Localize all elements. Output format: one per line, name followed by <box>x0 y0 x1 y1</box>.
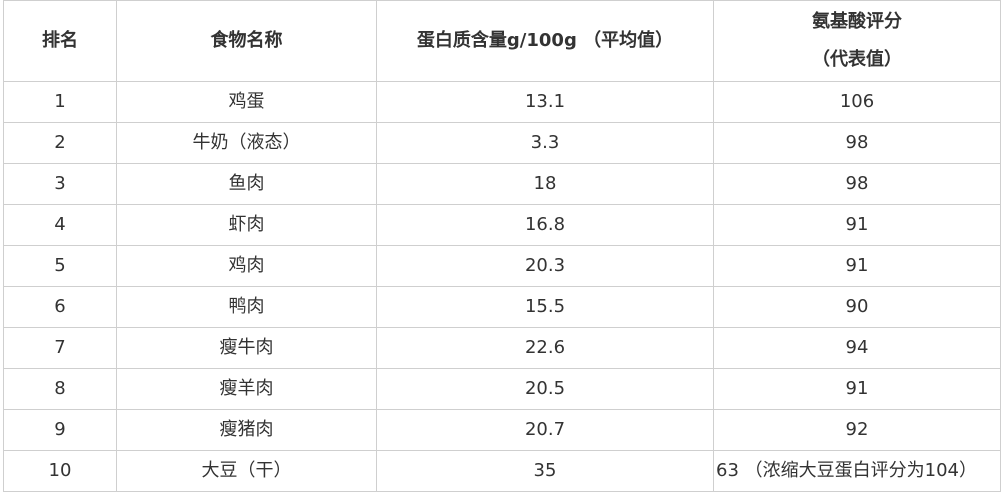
cell-rank: 6 <box>3 286 117 328</box>
table-row: 10 大豆（干） 35 63 （浓缩大豆蛋白评分为104） <box>3 450 1001 492</box>
cell-rank: 8 <box>3 368 117 410</box>
cell-protein: 16.8 <box>376 204 714 246</box>
header-protein-content: 蛋白质含量g/100g （平均值） <box>376 0 714 82</box>
header-rank: 排名 <box>3 0 117 82</box>
table-row: 2 牛奶（液态） 3.3 98 <box>3 122 1001 164</box>
protein-ranking-table: 排名 食物名称 蛋白质含量g/100g （平均值） 氨基酸评分 （代表值） 1 … <box>3 0 1001 492</box>
cell-score: 106 <box>713 81 1001 123</box>
cell-food: 瘦牛肉 <box>116 327 377 369</box>
cell-rank: 2 <box>3 122 117 164</box>
cell-food: 鸭肉 <box>116 286 377 328</box>
header-amino-acid-score: 氨基酸评分 （代表值） <box>713 0 1001 82</box>
cell-food: 牛奶（液态） <box>116 122 377 164</box>
cell-food: 瘦羊肉 <box>116 368 377 410</box>
table-header-row: 排名 食物名称 蛋白质含量g/100g （平均值） 氨基酸评分 （代表值） <box>3 0 1001 82</box>
cell-food: 鸡蛋 <box>116 81 377 123</box>
cell-food: 鸡肉 <box>116 245 377 287</box>
cell-rank: 3 <box>3 163 117 205</box>
cell-rank: 1 <box>3 81 117 123</box>
table-row: 5 鸡肉 20.3 91 <box>3 245 1001 287</box>
table-row: 4 虾肉 16.8 91 <box>3 204 1001 246</box>
cell-protein: 22.6 <box>376 327 714 369</box>
table-row: 3 鱼肉 18 98 <box>3 163 1001 205</box>
header-score-line1: 氨基酸评分 <box>812 11 902 32</box>
cell-rank: 9 <box>3 409 117 451</box>
table-row: 1 鸡蛋 13.1 106 <box>3 81 1001 123</box>
cell-rank: 7 <box>3 327 117 369</box>
cell-rank: 10 <box>3 450 117 492</box>
cell-score: 98 <box>713 163 1001 205</box>
cell-protein: 18 <box>376 163 714 205</box>
cell-rank: 5 <box>3 245 117 287</box>
cell-rank: 4 <box>3 204 117 246</box>
cell-protein: 35 <box>376 450 714 492</box>
header-score-line2: （代表值） <box>812 49 902 70</box>
header-food-name: 食物名称 <box>116 0 377 82</box>
cell-score: 91 <box>713 368 1001 410</box>
cell-food: 大豆（干） <box>116 450 377 492</box>
table-row: 6 鸭肉 15.5 90 <box>3 286 1001 328</box>
cell-score: 92 <box>713 409 1001 451</box>
cell-food: 瘦猪肉 <box>116 409 377 451</box>
cell-protein: 3.3 <box>376 122 714 164</box>
cell-food: 鱼肉 <box>116 163 377 205</box>
cell-protein: 20.7 <box>376 409 714 451</box>
cell-score: 63 （浓缩大豆蛋白评分为104） <box>713 450 1001 492</box>
cell-score: 91 <box>713 204 1001 246</box>
cell-protein: 20.5 <box>376 368 714 410</box>
table-row: 7 瘦牛肉 22.6 94 <box>3 327 1001 369</box>
cell-score: 98 <box>713 122 1001 164</box>
table-row: 8 瘦羊肉 20.5 91 <box>3 368 1001 410</box>
cell-protein: 20.3 <box>376 245 714 287</box>
cell-score: 90 <box>713 286 1001 328</box>
cell-food: 虾肉 <box>116 204 377 246</box>
table-row: 9 瘦猪肉 20.7 92 <box>3 409 1001 451</box>
cell-protein: 13.1 <box>376 81 714 123</box>
cell-protein: 15.5 <box>376 286 714 328</box>
cell-score: 94 <box>713 327 1001 369</box>
cell-score: 91 <box>713 245 1001 287</box>
